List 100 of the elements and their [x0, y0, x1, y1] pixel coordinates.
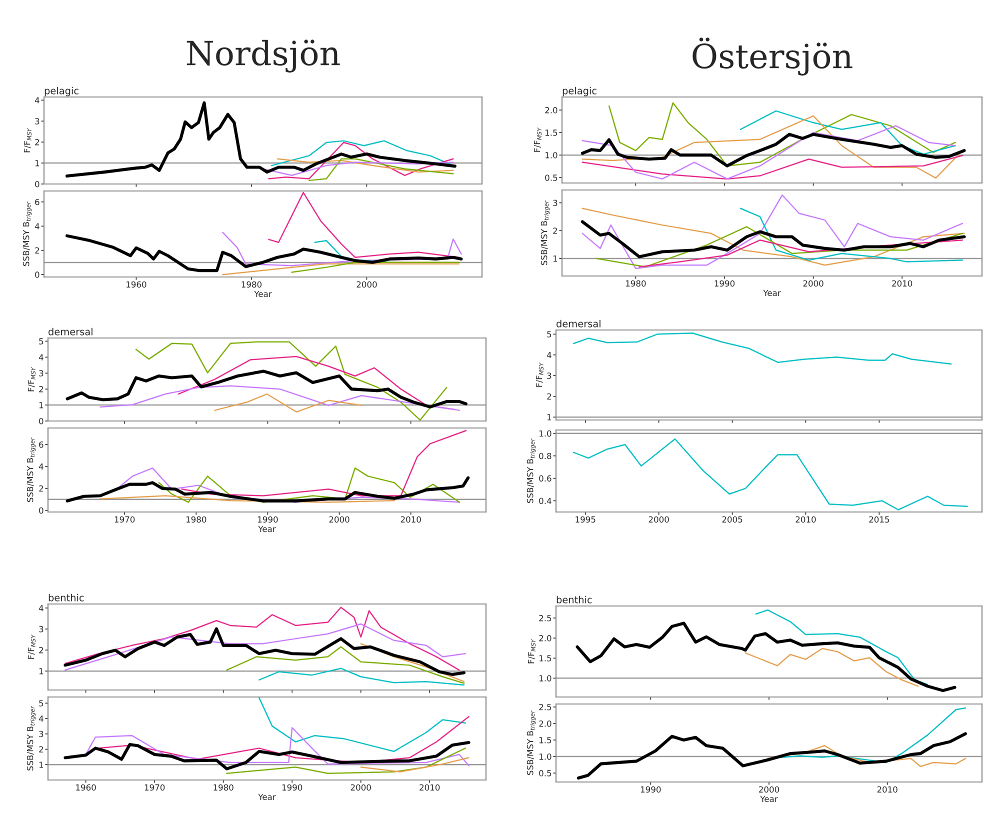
- y-axis-title: F/F$_{MSY}$: [28, 366, 36, 392]
- x-tick-label: 1970: [144, 784, 165, 791]
- y-tick-label: 2: [39, 485, 43, 492]
- y-tick-label: 2.5: [539, 704, 552, 710]
- y-tick-label: 3: [553, 200, 558, 206]
- chart-title: pelagic: [44, 86, 78, 96]
- line-series: [576, 732, 967, 780]
- x-tick-label: 2000: [356, 281, 377, 288]
- line-series: [744, 648, 919, 687]
- y-tick-label: 1: [553, 256, 558, 262]
- line-series: [258, 668, 465, 686]
- line-series: [258, 697, 466, 752]
- chart-title: demersal: [48, 328, 92, 336]
- y-tick-label: 1: [39, 402, 44, 408]
- y-tick-label: 2: [35, 139, 39, 146]
- y-tick-label: 4: [38, 716, 44, 722]
- line-series: [582, 194, 964, 270]
- x-tick-label: 2000: [648, 516, 669, 523]
- y-tick-label: 6: [35, 198, 40, 206]
- y-axis-title: F/F$_{MSY}$: [24, 128, 32, 152]
- x-tick-label: 2000: [759, 786, 780, 793]
- line-series: [226, 748, 466, 774]
- line-series: [580, 132, 966, 168]
- line-series: [740, 110, 956, 155]
- y-axis-title: F/F$_{MSY}$: [28, 634, 36, 659]
- line-series: [268, 142, 454, 180]
- y-tick-label: 1: [39, 668, 44, 674]
- y-tick-label: 2.0: [545, 107, 558, 114]
- y-axis-title: SSB/MSY B$_{trigger}$: [526, 438, 536, 503]
- line-series: [85, 727, 470, 766]
- y-axis-title: F/F$_{MSY}$: [528, 638, 536, 664]
- y-tick-label: 4: [38, 605, 44, 612]
- y-axis-title: F/F$_{MSY}$: [534, 127, 542, 152]
- y-axis-title: SSB/MSY B$_{trigger}$: [540, 200, 550, 265]
- y-tick-label: 1.0: [539, 430, 552, 437]
- y-tick-label: 3: [35, 118, 40, 124]
- chart-title: pelagic: [562, 86, 596, 96]
- line-series: [276, 158, 454, 173]
- y-axis-title: SSB/MSY B$_{trigger}$: [22, 201, 32, 266]
- y-tick-label: 1.5: [539, 655, 552, 662]
- y-tick-label: 4: [546, 352, 552, 358]
- y-tick-label: 2: [39, 746, 43, 752]
- x-axis-title: Year: [254, 290, 272, 298]
- line-series: [582, 125, 956, 180]
- line-series: [576, 622, 956, 692]
- line-series: [740, 208, 964, 262]
- y-tick-label: 3: [547, 372, 552, 379]
- y-tick-label: 6: [39, 441, 44, 448]
- y-axis-title: F/F$_{MSY}$: [536, 362, 544, 387]
- y-tick-label: 5: [547, 331, 552, 338]
- x-axis-title: Year: [763, 290, 781, 296]
- line-series: [66, 476, 470, 502]
- line-series: [64, 606, 460, 671]
- x-tick-label: 1990: [714, 280, 735, 287]
- y-tick-label: 0.5: [539, 770, 552, 776]
- y-tick-label: 2: [35, 247, 39, 254]
- line-series: [608, 102, 956, 167]
- y-tick-label: 2: [39, 386, 43, 392]
- line-series: [135, 341, 448, 421]
- line-series: [181, 430, 467, 496]
- line-series: [573, 332, 952, 365]
- x-tick-label: 1980: [242, 281, 262, 288]
- line-series: [66, 234, 463, 272]
- x-tick-label: 2015: [869, 516, 890, 523]
- x-tick-label: 2000: [803, 280, 824, 287]
- line-series: [64, 740, 470, 770]
- x-tick-label: 2000: [350, 784, 371, 791]
- x-tick-label: 1990: [640, 786, 661, 793]
- line-series: [66, 101, 456, 178]
- y-tick-label: 1.5: [545, 130, 558, 136]
- line-series: [226, 646, 465, 684]
- y-tick-label: 2.0: [539, 635, 552, 642]
- y-tick-label: 4: [34, 97, 40, 104]
- y-tick-label: 4: [38, 354, 44, 360]
- y-axis-title: SSB/MSY B$_{trigger}$: [26, 706, 36, 770]
- y-tick-label: 1.5: [539, 737, 552, 744]
- y-axis-title: SSB/MSY B$_{trigger}$: [26, 437, 36, 502]
- y-tick-label: 1.0: [545, 152, 558, 158]
- y-tick-label: 0.8: [539, 452, 552, 460]
- y-tick-label: 1: [35, 160, 40, 166]
- y-tick-label: 0: [35, 272, 40, 278]
- y-tick-label: 1.0: [539, 754, 552, 760]
- line-series: [262, 162, 454, 176]
- y-tick-label: 1: [547, 414, 552, 420]
- text: Östersjön: [692, 38, 852, 76]
- y-tick-label: 2: [553, 228, 557, 234]
- x-axis-title: Year: [258, 794, 276, 800]
- y-tick-label: 0: [35, 180, 40, 188]
- x-tick-label: 2000: [329, 516, 350, 523]
- line-series: [360, 757, 470, 772]
- x-tick-label: 1995: [576, 516, 596, 523]
- line-series: [178, 356, 454, 410]
- line-series: [214, 393, 362, 413]
- y-tick-label: 3: [39, 626, 44, 632]
- y-tick-label: 0.5: [545, 174, 558, 181]
- y-tick-label: 5: [39, 700, 44, 706]
- line-series: [308, 158, 454, 182]
- line-series: [100, 385, 460, 411]
- y-tick-label: 4: [34, 223, 40, 230]
- x-tick-label: 1980: [186, 516, 206, 523]
